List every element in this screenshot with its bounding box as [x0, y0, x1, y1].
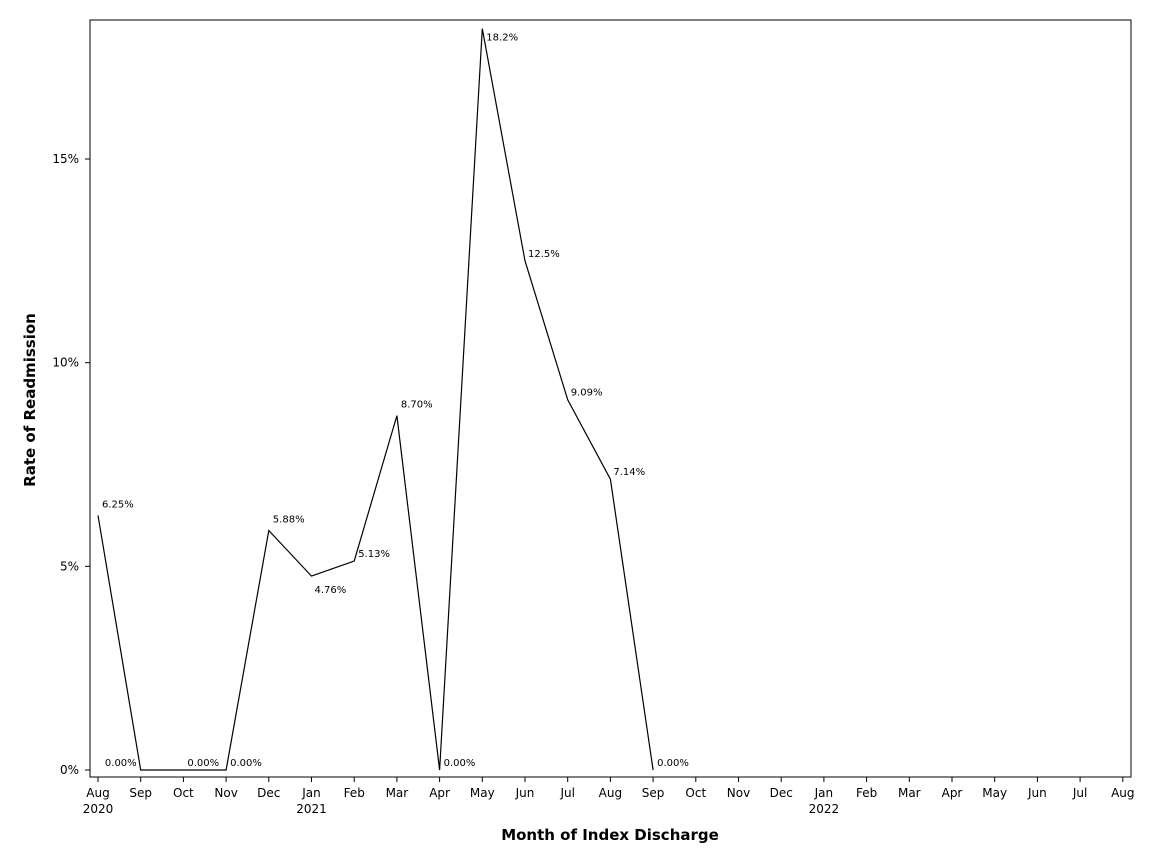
plot-frame: [89, 19, 1132, 778]
x-tick-label: Jan: [814, 786, 834, 800]
x-tick-label: Oct: [685, 786, 706, 800]
x-tick-label: Aug: [1111, 786, 1134, 800]
y-tick-label: 5%: [60, 559, 79, 573]
data-label: 5.13%: [358, 549, 390, 560]
y-tick-label: 0%: [60, 763, 79, 777]
y-tick-label: 10%: [52, 356, 79, 370]
x-tick-label: Apr: [942, 786, 963, 800]
x-tick-label: May: [982, 786, 1007, 800]
x-tick-label: Jun: [515, 786, 535, 800]
x-year-label: 2020: [83, 802, 114, 816]
x-tick-label: Jun: [1027, 786, 1047, 800]
x-tick-label: Oct: [173, 786, 194, 800]
data-label: 0.00%: [187, 758, 219, 769]
x-tick-label: May: [470, 786, 495, 800]
data-label: 0.00%: [657, 758, 689, 769]
x-tick-label: Dec: [257, 786, 280, 800]
data-label: 6.25%: [102, 499, 134, 510]
x-tick-label: Sep: [642, 786, 665, 800]
x-tick-label: Dec: [770, 786, 793, 800]
x-year-label: 2021: [296, 802, 327, 816]
x-tick-label: Feb: [344, 786, 365, 800]
x-tick-label: Jan: [301, 786, 321, 800]
x-tick-label: Mar: [386, 786, 409, 800]
data-label: 4.76%: [315, 585, 347, 596]
x-axis-title: Month of Index Discharge: [501, 826, 719, 844]
series-line: [97, 28, 654, 771]
x-tick-label: Sep: [129, 786, 152, 800]
data-label: 12.5%: [528, 249, 560, 260]
x-tick-label: Mar: [898, 786, 921, 800]
x-year-label: 2022: [809, 802, 840, 816]
series-layer: 6.25% 0.00% 0.00% 0.00% 5.88% 4.76% 5.13% 8.70%…: [97, 28, 689, 771]
y-tick-label: 15%: [52, 152, 79, 166]
data-label: 8.70%: [401, 400, 433, 411]
x-tick-label: Nov: [214, 786, 237, 800]
data-label: 5.88%: [273, 514, 305, 525]
data-label: 0.00%: [230, 758, 262, 769]
x-tick-label: Aug: [599, 786, 622, 800]
y-axis: 0% 5% 10% 15%: [52, 152, 90, 777]
data-label: 7.14%: [613, 467, 645, 478]
x-tick-label: Jul: [1072, 786, 1087, 800]
data-label: 0.00%: [444, 758, 476, 769]
data-label: 18.2%: [486, 33, 518, 44]
y-axis-title: Rate of Readmission: [21, 313, 39, 487]
data-label: 0.00%: [105, 758, 137, 769]
data-label: 9.09%: [571, 388, 603, 399]
x-tick-label: Jul: [559, 786, 574, 800]
x-axis: Aug Sep Oct Nov Dec Jan Feb Mar Apr May Jun Jul Aug S…: [83, 777, 1135, 816]
x-tick-label: Feb: [856, 786, 877, 800]
x-tick-label: Aug: [86, 786, 109, 800]
x-tick-label: Apr: [429, 786, 450, 800]
x-tick-label: Nov: [727, 786, 750, 800]
